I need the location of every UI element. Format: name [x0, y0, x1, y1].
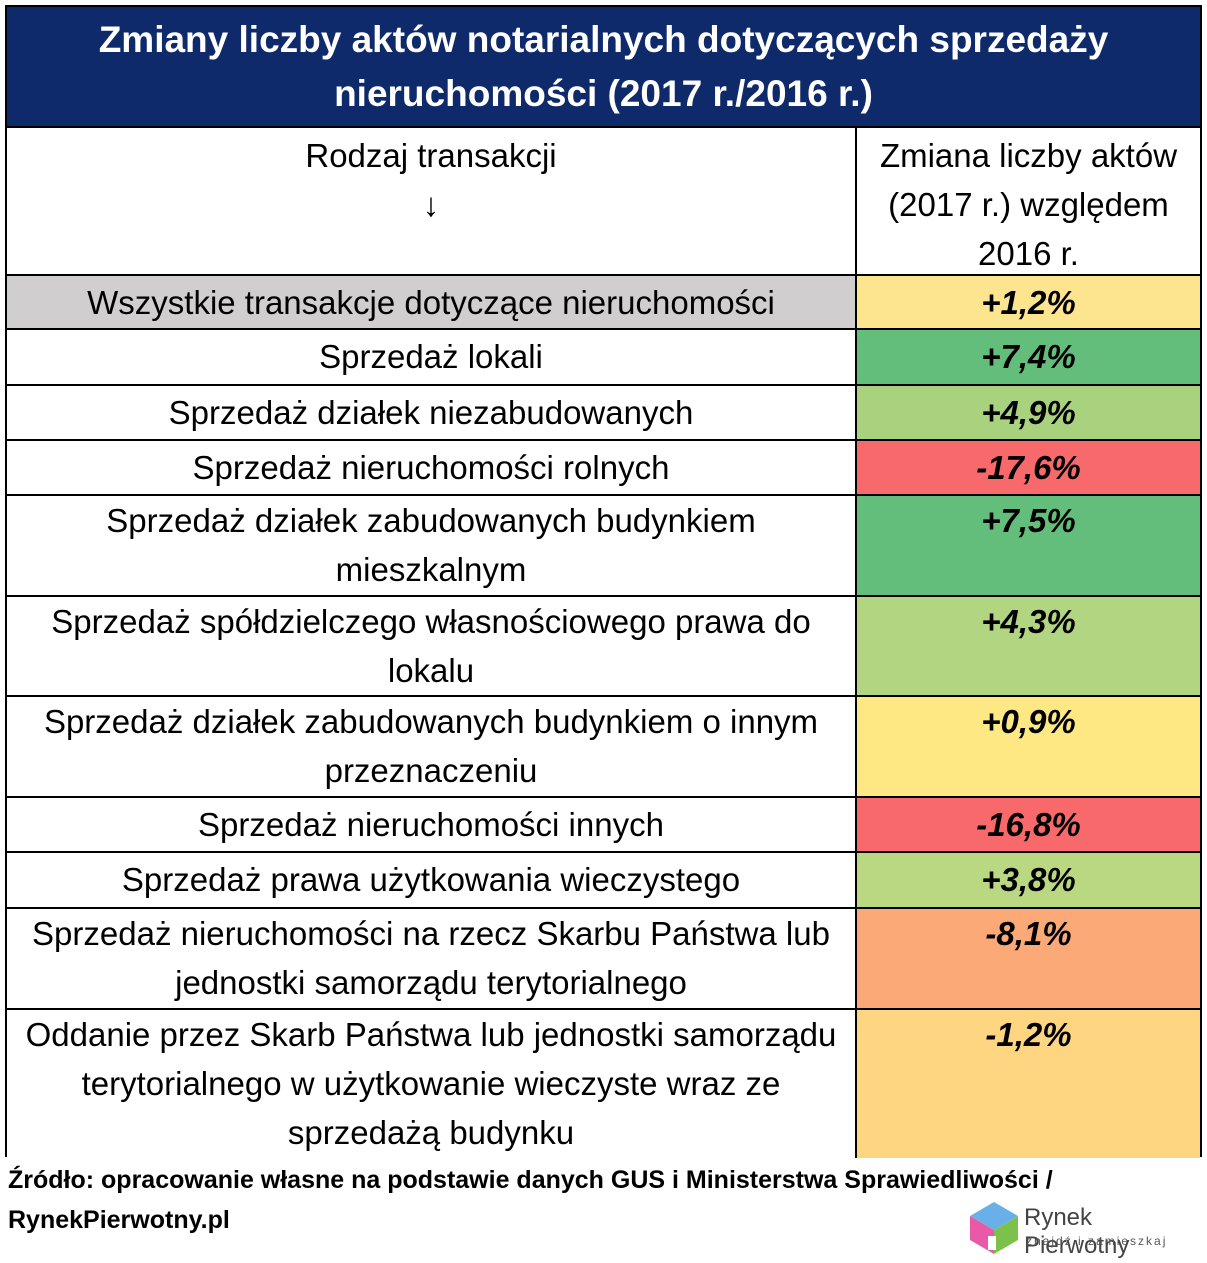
transaction-type-cell: Sprzedaż spółdzielczego własnościowego p… [7, 597, 857, 695]
table-row: Wszystkie transakcje dotyczące nieruchom… [7, 274, 1200, 328]
header-col2-label: Zmiana liczby aktów (2017 r.) względem 2… [879, 137, 1178, 272]
header-change: Zmiana liczby aktów (2017 r.) względem 2… [857, 128, 1200, 274]
transaction-type-cell: Sprzedaż prawa użytkowania wieczystego [7, 853, 857, 907]
change-value-cell: -17,6% [857, 441, 1200, 494]
table-row: Oddanie przez Skarb Państwa lub jednostk… [7, 1008, 1200, 1158]
change-value-cell: -16,8% [857, 798, 1200, 851]
table-row: Sprzedaż działek zabudowanych budynkiem … [7, 695, 1200, 796]
change-value-cell: +3,8% [857, 853, 1200, 907]
transaction-type-cell: Sprzedaż działek niezabudowanych [7, 386, 857, 439]
source-note: Źródło: opracowanie własne na podstawie … [8, 1166, 1053, 1234]
change-value-cell: +4,9% [857, 386, 1200, 439]
change-value-cell: +7,5% [857, 496, 1200, 595]
logo: Rynek Pierwotny znajdź i zamieszkaj [968, 1200, 1198, 1260]
transaction-type-cell: Sprzedaż działek zabudowanych budynkiem … [7, 697, 857, 796]
table-row: Sprzedaż działek zabudowanych budynkiem … [7, 494, 1200, 595]
table-row: Sprzedaż nieruchomości na rzecz Skarbu P… [7, 907, 1200, 1008]
change-value-cell: +4,3% [857, 597, 1200, 695]
transaction-type-cell: Sprzedaż nieruchomości innych [7, 798, 857, 851]
header-col1-label: Rodzaj transakcji [305, 137, 557, 174]
table-row: Sprzedaż lokali +7,4% [7, 328, 1200, 384]
change-value-cell: +7,4% [857, 330, 1200, 384]
change-value-cell: -1,2% [857, 1010, 1200, 1158]
table-row: Sprzedaż spółdzielczego własnościowego p… [7, 595, 1200, 695]
logo-name: Rynek Pierwotny [1024, 1204, 1130, 1259]
header-transaction-type: Rodzaj transakcji ↓ [7, 128, 857, 274]
transaction-type-cell: Sprzedaż działek zabudowanych budynkiem … [7, 496, 857, 595]
table-row: Sprzedaż prawa użytkowania wieczystego +3… [7, 851, 1200, 907]
transaction-type-cell: Sprzedaż nieruchomości na rzecz Skarbu P… [7, 909, 857, 1008]
table-title-text: Zmiany liczby aktów notarialnych dotyczą… [98, 18, 1109, 114]
header-row: Rodzaj transakcji ↓ Zmiana liczby aktów … [7, 126, 1200, 274]
transaction-type-cell: Sprzedaż lokali [7, 330, 857, 384]
down-arrow-icon: ↓ [422, 186, 440, 223]
transaction-type-cell: Sprzedaż nieruchomości rolnych [7, 441, 857, 494]
transaction-type-cell: Wszystkie transakcje dotyczące nieruchom… [7, 276, 857, 328]
table-row: Sprzedaż nieruchomości rolnych -17,6% [7, 439, 1200, 494]
table-row: Sprzedaż działek niezabudowanych +4,9% [7, 384, 1200, 439]
change-value-cell: -8,1% [857, 909, 1200, 1008]
change-value-cell: +0,9% [857, 697, 1200, 796]
change-value-cell: +1,2% [857, 276, 1200, 328]
table-title: Zmiany liczby aktów notarialnych dotyczą… [7, 7, 1200, 126]
house-logo-icon [970, 1202, 1018, 1254]
logo-tagline: znajdź i zamieszkaj [1026, 1234, 1168, 1248]
table-row: Sprzedaż nieruchomości innych -16,8% [7, 796, 1200, 851]
data-table: Zmiany liczby aktów notarialnych dotyczą… [5, 5, 1202, 1158]
transaction-type-cell: Oddanie przez Skarb Państwa lub jednostk… [7, 1010, 857, 1158]
